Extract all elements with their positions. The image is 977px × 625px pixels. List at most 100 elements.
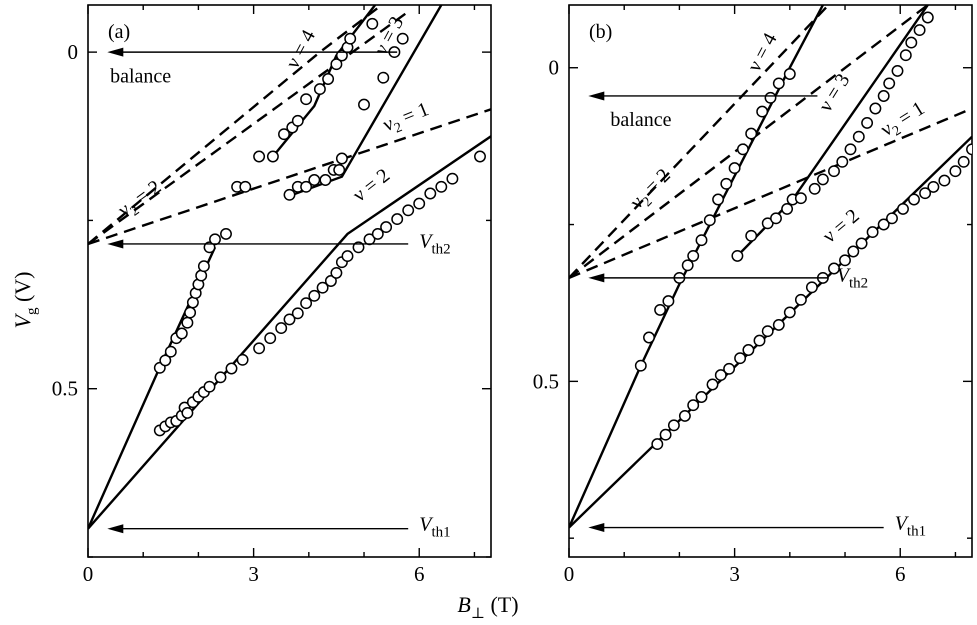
data-point-a-1-23: [330, 266, 343, 279]
data-point-a-2-10: [330, 58, 343, 71]
data-point-b-0-8: [703, 214, 716, 227]
line-label-a-2: ν2 = 1: [380, 98, 434, 140]
data-point-b-2-4: [781, 202, 794, 215]
data-point-a-1-16: [275, 322, 288, 335]
threshold-label-a-vth2: Vth2: [419, 231, 450, 258]
data-point-b-0-11: [728, 162, 741, 175]
line-label-main-b-0: ν = 4: [743, 29, 781, 75]
line-label-a-4: ν = 2: [349, 164, 394, 206]
line-label-main-b-1: ν = 3: [814, 70, 854, 116]
x-axis-label-unit: (T): [485, 592, 519, 617]
data-point-b-1-31: [957, 155, 970, 168]
data-point-b-1-2: [667, 419, 680, 432]
data-point-b-2-19: [905, 36, 918, 49]
data-point-a-3-9: [377, 71, 390, 84]
data-point-b-2-3: [770, 212, 782, 225]
data-point-a-1-36: [474, 150, 486, 163]
threshold-label-sub-a-vth2: th2: [431, 242, 450, 258]
threshold-label-main-b-vth2: V: [837, 265, 852, 287]
threshold-arrowhead-b-vth1: [588, 523, 605, 533]
data-point-b-1-20: [847, 245, 860, 258]
data-point-a-1-21: [316, 281, 329, 294]
data-point-a-2-6: [291, 114, 304, 127]
data-point-a-1-19: [300, 297, 313, 310]
y-axis-label-unit: (V): [10, 272, 35, 308]
data-point-b-1-32: [966, 143, 972, 156]
y-axis-label-sub: g: [24, 307, 40, 315]
data-point-a-1-33: [424, 187, 437, 200]
data-point-b-1-4: [687, 399, 700, 412]
data-point-a-3-2: [300, 180, 313, 193]
data-point-a-1-30: [391, 213, 404, 226]
data-point-b-1-5: [695, 391, 708, 403]
data-point-a-3-0: [283, 188, 296, 201]
data-point-a-2-7: [300, 93, 313, 106]
line-label-main-a-0: ν = 4: [282, 26, 320, 72]
data-point-b-0-3: [662, 295, 675, 308]
panel-label-a: (a): [108, 21, 130, 43]
threshold-label-main-b-vth1: V: [895, 513, 910, 535]
data-point-b-2-17: [891, 64, 904, 77]
panel-b-data: [569, 5, 972, 529]
data-point-a-3-11: [396, 32, 409, 45]
data-point-b-2-14: [869, 102, 882, 115]
data-point-b-0-15: [764, 91, 777, 104]
panel-a-data: [88, 5, 491, 530]
x-tick-label-a-2: 6: [414, 562, 425, 586]
data-point-a-1-14: [253, 342, 266, 355]
data-point-a-1-34: [435, 180, 448, 193]
data-point-a-2-13: [344, 32, 357, 45]
line-label-b-3: ν2 = 2: [626, 164, 678, 216]
data-point-b-1-24: [886, 212, 898, 225]
data-point-b-2-18: [899, 49, 912, 62]
data-point-b-1-27: [919, 187, 932, 200]
data-point-b-2-9: [828, 165, 840, 178]
data-point-b-1-13: [772, 318, 785, 331]
data-point-a-3-8: [358, 98, 370, 111]
data-point-a-2-4: [278, 128, 290, 141]
data-point-a-1-13: [236, 353, 249, 366]
data-point-b-1-6: [706, 378, 719, 391]
data-point-a-2-3: [266, 150, 279, 163]
data-point-b-2-16: [883, 77, 896, 90]
data-point-a-2-1: [239, 180, 252, 193]
data-point-b-1-0: [651, 438, 664, 451]
data-point-b-1-28: [927, 180, 940, 193]
threshold-arrowhead-a-vth1: [107, 524, 124, 534]
data-point-b-1-1: [659, 428, 672, 441]
data-point-b-0-9: [712, 193, 725, 206]
data-point-a-3-7: [335, 152, 348, 165]
data-point-a-1-31: [402, 204, 415, 217]
threshold-label-b-vth2: Vth2: [837, 265, 868, 292]
x-tick-label-b-0: 0: [564, 562, 575, 586]
data-point-b-2-8: [816, 173, 829, 186]
threshold-label-a-balance: balance: [110, 66, 171, 88]
data-point-b-1-19: [839, 254, 851, 267]
data-point-a-2-14: [366, 17, 379, 30]
data-point-b-0-6: [687, 249, 700, 262]
x-axis-label-main: B: [457, 592, 470, 617]
y-axis-label-main: V: [10, 313, 35, 329]
x-tick-label-b-2: 6: [895, 562, 906, 586]
fit-line-a-1: [88, 135, 491, 530]
threshold-label-sub-a-vth1: th1: [431, 524, 450, 540]
data-point-a-1-26: [352, 241, 365, 254]
data-point-a-1-17: [283, 313, 296, 326]
threshold-label-sub-b-vth1: th1: [907, 524, 926, 540]
data-point-b-2-15: [877, 90, 890, 102]
data-point-b-0-14: [756, 105, 769, 118]
data-point-b-1-21: [855, 237, 868, 250]
data-point-b-0-12: [736, 143, 749, 156]
y-axis-label: Vg (V): [10, 272, 40, 329]
line-label-after-a-2: = 1: [395, 98, 432, 130]
y-tick-label-b-0: 0: [549, 56, 560, 80]
line-label-a-0: ν = 4: [282, 26, 320, 72]
fit-line-a-6: [88, 5, 384, 245]
panel-b-frame: [568, 4, 973, 558]
panel-a-frame: [87, 4, 492, 558]
fit-line-b-5: [569, 107, 972, 280]
data-point-b-1-9: [734, 352, 747, 365]
data-point-a-1-12: [225, 362, 238, 375]
panel-label-b: (b): [589, 21, 612, 43]
